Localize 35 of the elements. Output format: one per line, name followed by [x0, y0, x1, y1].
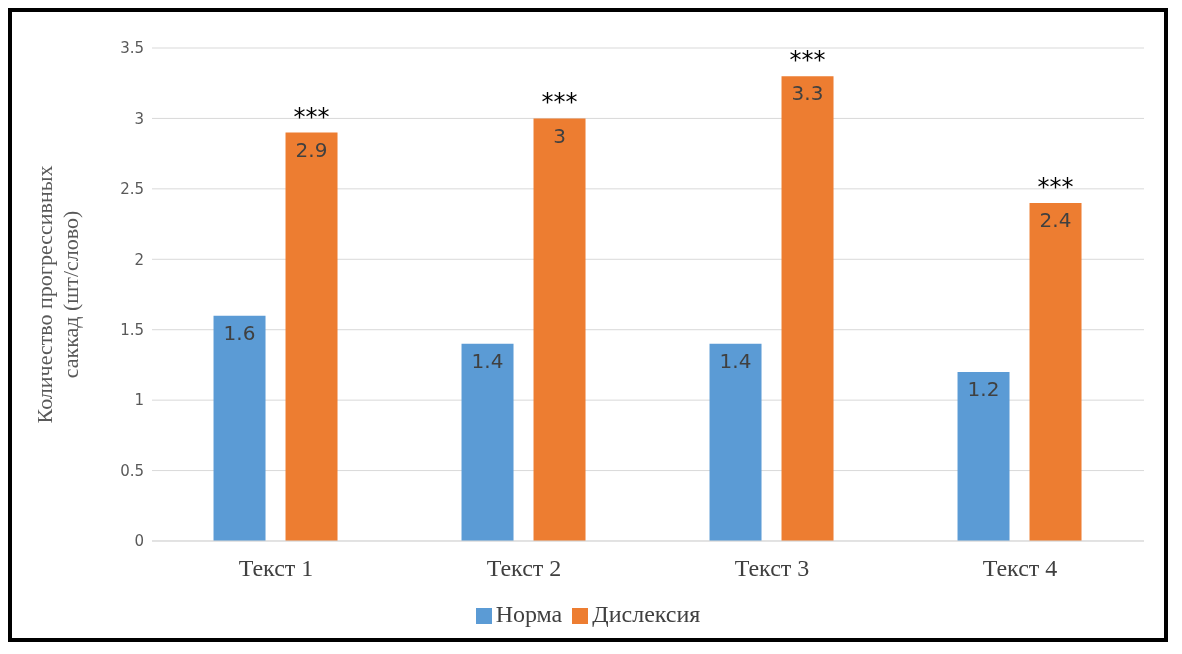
data-label: 3.3	[791, 81, 824, 106]
y-tick-label: 0.5	[120, 461, 144, 480]
bar	[781, 76, 834, 541]
annotation: ***	[1037, 172, 1074, 201]
bar	[1029, 202, 1082, 541]
data-label: 1.4	[719, 349, 752, 373]
legend-label: Норма	[495, 601, 563, 627]
y-tick-label: 0	[134, 532, 144, 551]
bar	[285, 132, 338, 541]
bar	[533, 118, 586, 541]
data-label: 3	[553, 123, 566, 148]
data-label: 2.4	[1039, 208, 1072, 233]
y-tick-label: 1	[134, 391, 144, 410]
bar	[461, 343, 514, 541]
y-tick-label: 3.5	[120, 39, 144, 58]
legend-label: Дислексия	[592, 601, 701, 627]
data-label: 1.6	[223, 320, 256, 345]
y-tick-label: 2	[134, 250, 144, 269]
bar	[709, 343, 762, 541]
y-tick-label: 2.5	[120, 180, 144, 199]
x-tick-label: Текст 2	[486, 555, 562, 582]
y-tick-label: 3	[134, 109, 144, 128]
y-axis-title: Количество прогрессивных саккад (шт/слово)	[32, 165, 83, 424]
data-label: 2.9	[295, 137, 328, 162]
x-tick-label: Текст 1	[238, 555, 314, 582]
annotation: ***	[789, 46, 826, 75]
bar	[957, 371, 1010, 541]
y-tick-label: 1.5	[120, 321, 144, 340]
x-tick-label: Текст 3	[734, 555, 810, 582]
data-label: 1.4	[471, 349, 504, 373]
annotation: ***	[293, 102, 330, 131]
x-tick-label: Текст 4	[982, 555, 1058, 582]
data-label: 1.2	[967, 377, 1000, 402]
annotation: ***	[541, 88, 578, 117]
bar	[213, 315, 266, 541]
